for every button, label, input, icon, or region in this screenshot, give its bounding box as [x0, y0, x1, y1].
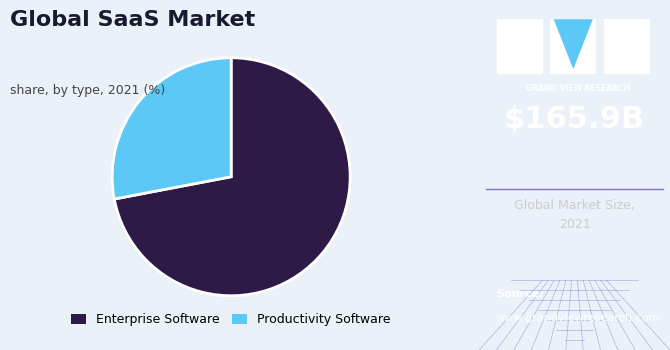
FancyBboxPatch shape [550, 19, 596, 74]
Text: www.grandviewresearch.com: www.grandviewresearch.com [496, 313, 660, 323]
Polygon shape [553, 19, 593, 69]
Text: share, by type, 2021 (%): share, by type, 2021 (%) [10, 84, 165, 97]
FancyBboxPatch shape [604, 19, 650, 74]
Wedge shape [115, 58, 350, 296]
Text: Source:: Source: [496, 289, 543, 299]
FancyBboxPatch shape [497, 19, 543, 74]
Text: Global SaaS Market: Global SaaS Market [10, 10, 255, 30]
Text: $165.9B: $165.9B [504, 105, 645, 134]
Legend: Enterprise Software, Productivity Software: Enterprise Software, Productivity Softwa… [66, 308, 396, 331]
Text: Global Market Size,
2021: Global Market Size, 2021 [514, 199, 635, 231]
Text: GRAND VIEW RESEARCH: GRAND VIEW RESEARCH [526, 84, 630, 93]
Wedge shape [112, 58, 231, 199]
